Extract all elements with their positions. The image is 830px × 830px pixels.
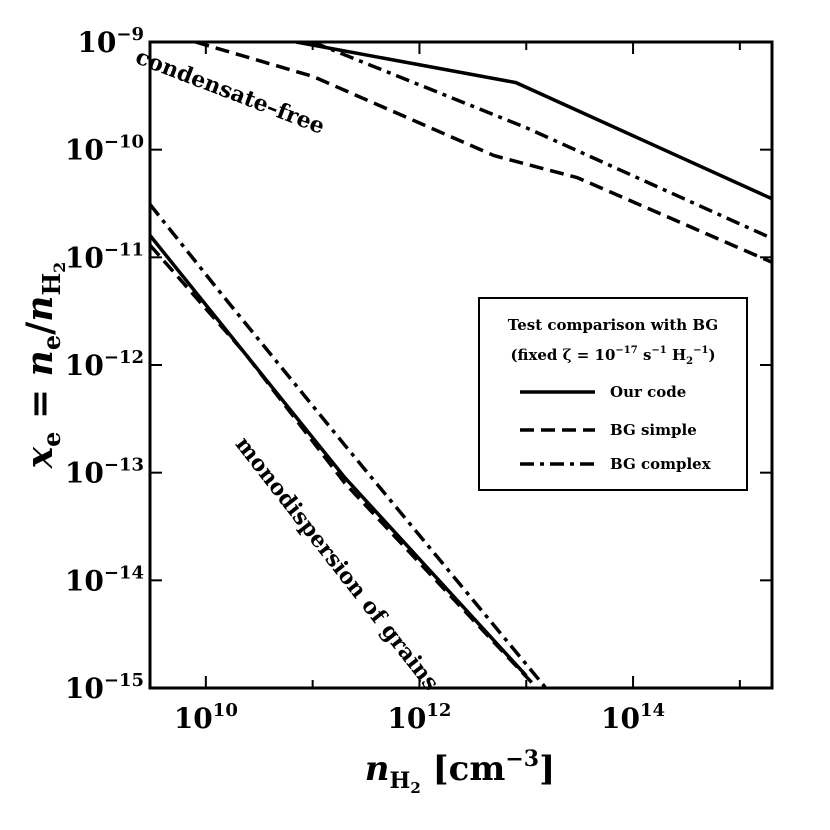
legend-title-line1: Test comparison with BG <box>508 316 718 334</box>
series-condensate-free-dashed <box>195 42 772 264</box>
plot-frame <box>148 40 774 690</box>
tick-layer: 1010 1012 1014 10−9 10−10 10−11 10−12 10−13 10−1… <box>65 24 772 735</box>
y-tick-label: 10−11 <box>65 239 144 274</box>
legend-label-bg-simple: BG simple <box>610 421 697 439</box>
legend-label-our-code: Our code <box>610 383 686 401</box>
series-condensate-free-solid <box>295 42 772 201</box>
legend: Test comparison with BG (fixed ζ = 10−17… <box>478 297 748 491</box>
legend-title-line2: (fixed ζ = 10−17 s−1 H2−1) <box>510 345 715 367</box>
y-axis-label: xe = ne/nH2 <box>19 262 69 470</box>
y-tick-label: 10−12 <box>65 347 144 382</box>
y-tick-label: 10−13 <box>65 455 144 490</box>
y-tick-label: 10−14 <box>65 562 144 597</box>
y-tick-label: 10−15 <box>65 670 144 705</box>
x-axis-label: nH2 [cm−3] <box>365 746 555 797</box>
series-layer <box>150 42 772 688</box>
y-tick-label: 10−9 <box>77 24 144 59</box>
x-tick-label: 1014 <box>601 700 665 735</box>
legend-box <box>478 297 748 491</box>
legend-label-bg-complex: BG complex <box>610 455 712 473</box>
series-condensate-free-dashdot <box>311 42 772 240</box>
x-tick-label: 1012 <box>387 700 451 735</box>
series-monodispersion-dashed <box>150 243 536 687</box>
y-tick-label: 10−10 <box>65 132 144 167</box>
series-monodispersion-solid <box>150 234 528 677</box>
x-tick-label: 1010 <box>174 700 238 735</box>
